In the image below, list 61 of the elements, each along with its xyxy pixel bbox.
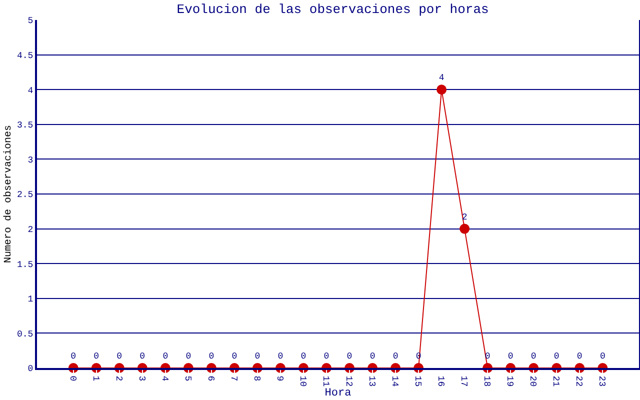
x-tick-label: 19 (504, 376, 515, 387)
data-label: 0 (346, 352, 352, 362)
x-tick-label: 6 (206, 376, 216, 382)
y-tick-label: 0.5 (16, 329, 34, 340)
y-tick-label: 0 (28, 364, 34, 374)
data-label: 0 (232, 352, 238, 362)
data-label: 0 (186, 352, 192, 362)
x-tick-label: 21 (550, 376, 561, 387)
x-tick-label: 0 (67, 376, 78, 382)
y-tick-label: 3 (28, 155, 34, 166)
data-label: 0 (254, 352, 260, 362)
y-tick-label: 2.5 (16, 190, 34, 200)
y-tick-label: 5 (28, 16, 34, 26)
data-label: 0 (70, 352, 76, 362)
x-tick-label: 5 (182, 376, 192, 382)
x-tick-label: 12 (344, 376, 354, 387)
chart-title: Evolucion de las observaciones por horas (176, 2, 489, 18)
y-tick-label: 1.5 (16, 260, 34, 270)
data-label: 0 (530, 352, 536, 362)
x-tick-label: 22 (574, 376, 584, 387)
data-label: 0 (576, 352, 582, 362)
data-label: 0 (278, 352, 284, 362)
x-tick-label: 13 (366, 376, 377, 387)
x-tick-label: 17 (458, 376, 469, 387)
x-tick-label: 20 (528, 376, 538, 387)
y-tick-label: 1 (28, 294, 34, 305)
data-label: 0 (392, 352, 398, 362)
x-tick-label: 15 (412, 376, 423, 387)
data-label: 0 (554, 352, 560, 362)
x-tick-label: 2 (113, 376, 124, 382)
y-axis-title: Numero de observaciones (2, 124, 14, 264)
data-label: 0 (162, 352, 168, 362)
data-label: 0 (370, 352, 376, 362)
x-tick-label: 1 (90, 376, 100, 382)
x-tick-label: 8 (252, 376, 262, 382)
data-label: 0 (600, 352, 606, 362)
point (436, 84, 447, 95)
x-tick-label: 10 (298, 376, 308, 387)
x-tick-label: 11 (320, 376, 331, 387)
x-axis-title: Hora (324, 387, 352, 400)
data-label: 0 (208, 352, 214, 362)
data-label: 0 (324, 352, 330, 362)
data-label: 0 (300, 352, 306, 362)
x-tick-label: 7 (228, 376, 239, 382)
x-tick-label: 9 (274, 376, 285, 382)
data-label: 4 (438, 73, 444, 84)
data-label: 0 (94, 352, 100, 362)
x-tick-label: 14 (390, 376, 400, 387)
data-label: 0 (116, 352, 122, 362)
y-tick-label: 4.5 (16, 50, 34, 61)
data-label: 0 (140, 352, 146, 362)
x-tick-label: 3 (136, 376, 146, 382)
y-tick-label: 4 (28, 86, 34, 96)
x-tick-label: 23 (596, 376, 607, 387)
x-tick-label: 18 (482, 376, 492, 387)
point (460, 224, 470, 234)
y-tick-label: 3.5 (16, 120, 34, 131)
y-tick-label: 2 (28, 224, 34, 235)
x-tick-label: 16 (436, 376, 446, 387)
data-label: 0 (508, 352, 514, 362)
x-tick-label: 4 (159, 376, 170, 382)
